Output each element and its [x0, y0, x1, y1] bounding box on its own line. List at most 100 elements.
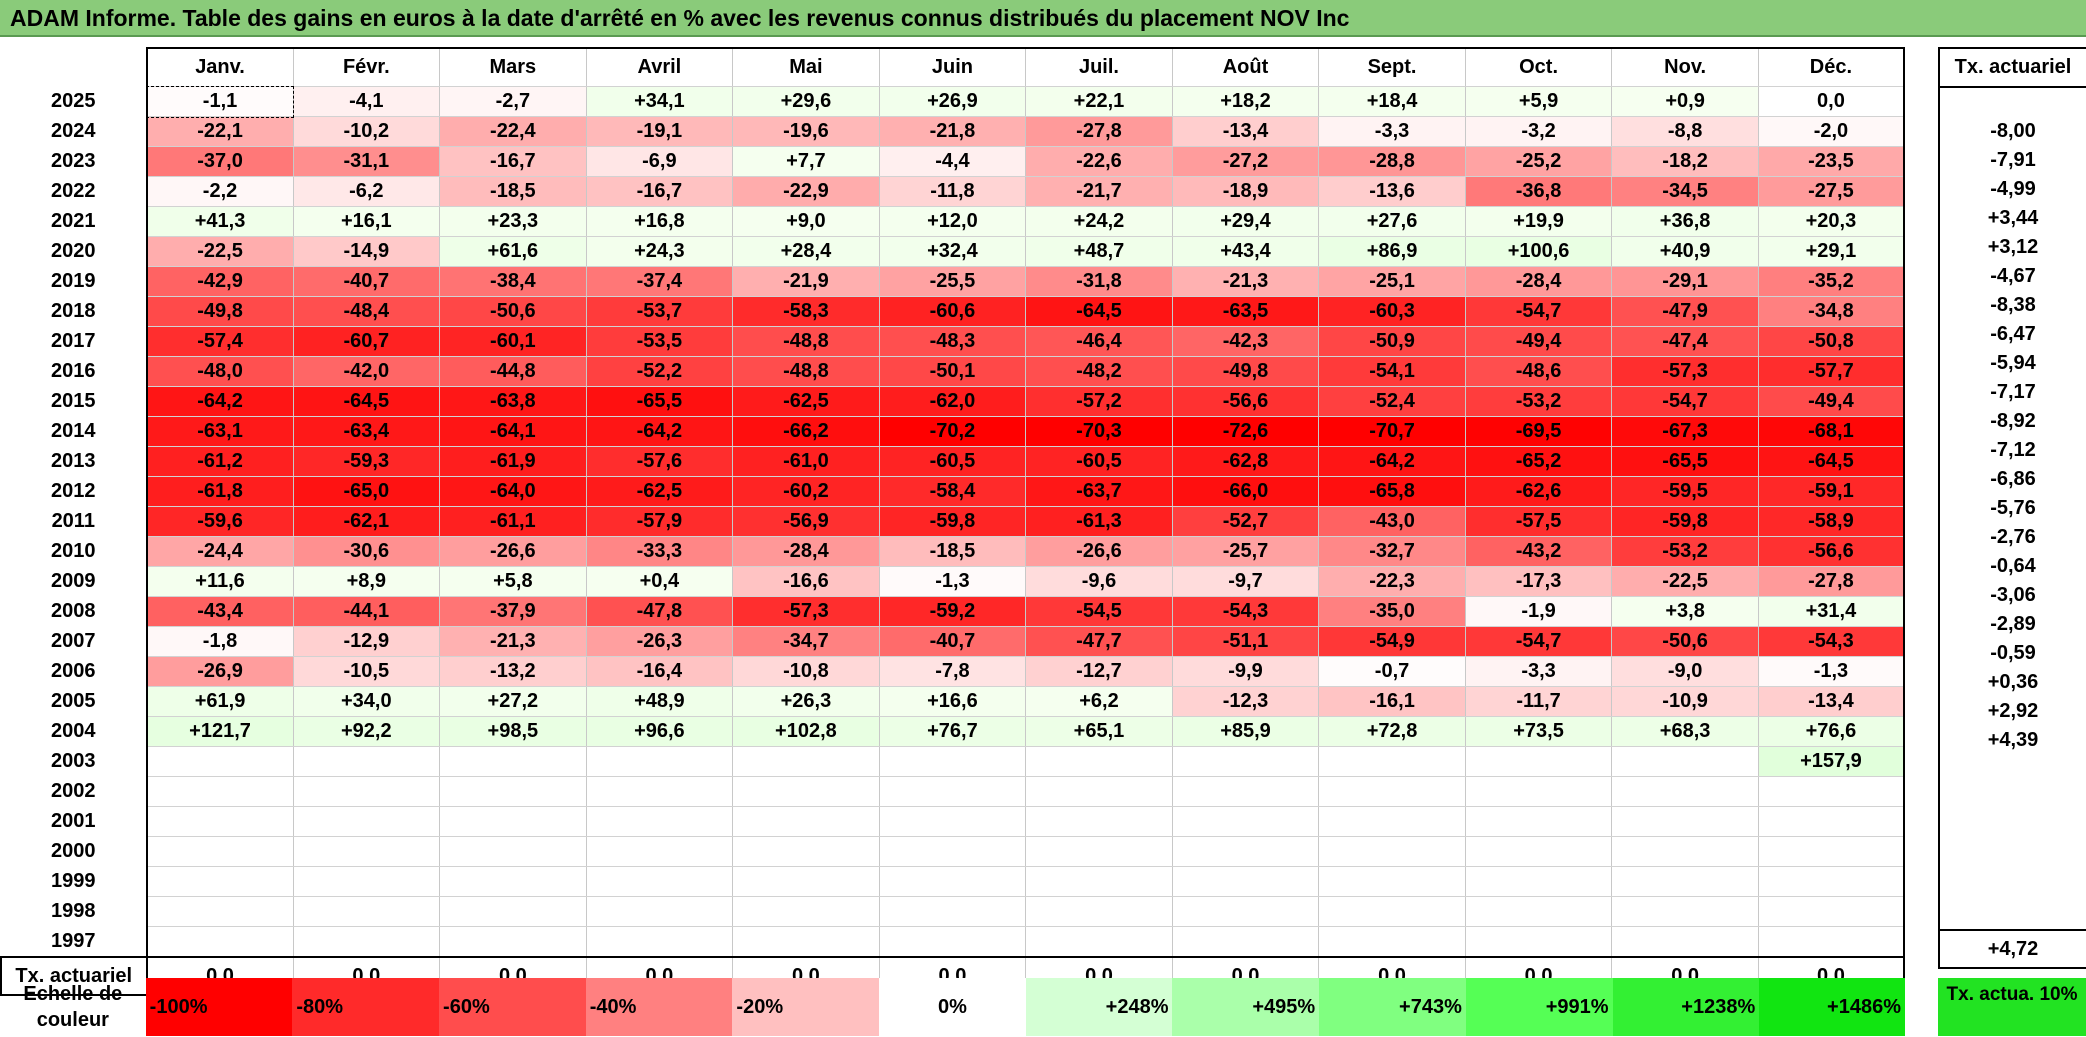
gain-cell [439, 806, 587, 837]
gain-cell: -18,9 [1171, 176, 1320, 207]
gain-cell [1464, 776, 1613, 807]
gain-cell: -54,1 [1318, 356, 1466, 387]
gain-cell: -12,7 [1025, 656, 1173, 687]
gain-cell: +7,7 [732, 146, 880, 177]
gain-cell: -43,0 [1318, 506, 1466, 537]
actuarial-rate-cell [1938, 813, 2086, 842]
scale-swatch: -60% [439, 978, 586, 1036]
gain-cell [1025, 896, 1173, 927]
footer-label: Tx. actuariel [0, 956, 148, 996]
gain-cell: -27,8 [1757, 566, 1905, 597]
gain-cell: -50,9 [1318, 326, 1466, 357]
gain-cell: -44,8 [439, 356, 587, 387]
scale-swatch: +248% [1025, 978, 1173, 1036]
gain-cell: -9,6 [1025, 566, 1173, 597]
gain-cell: -57,9 [585, 506, 734, 537]
gain-cell: +27,6 [1318, 206, 1466, 237]
gain-cell [145, 836, 294, 867]
gain-cell: -27,5 [1757, 176, 1905, 207]
gain-cell: +5,9 [1464, 86, 1613, 117]
actuarial-rate-cell [1938, 87, 2086, 117]
month-header: Nov. [1611, 47, 1759, 87]
gain-cell: -70,3 [1025, 416, 1173, 447]
gain-cell: -26,9 [145, 656, 294, 687]
gain-cell [878, 896, 1027, 927]
table-row: 2002 [1, 776, 1905, 807]
gain-cell: -53,7 [585, 296, 734, 327]
gain-cell: -18,2 [1611, 146, 1759, 177]
actuarial-rate-cell: -0,64 [1938, 552, 2086, 581]
gain-cell: -22,6 [1025, 146, 1173, 177]
actuarial-rate-cell: -8,00 [1938, 117, 2086, 146]
gain-cell: -34,8 [1757, 296, 1905, 327]
gain-cell: -48,8 [732, 356, 880, 387]
year-label: 2006 [51, 660, 96, 682]
table-row: 2007 -1,8 -12,9 -21,3 -26,3 -34,7 -40,7 -47,7 -5… [1, 626, 1905, 657]
gain-cell: -22,5 [145, 236, 294, 267]
gain-cell: -19,1 [585, 116, 734, 147]
gain-cell: -60,2 [732, 476, 880, 507]
gain-cell: -16,7 [585, 176, 734, 207]
table-row: 2000 [1, 836, 1905, 867]
gain-cell: -1,3 [1757, 656, 1905, 687]
table-row: 2003 +157,9 [1, 746, 1905, 777]
month-header: Août [1171, 47, 1320, 87]
gain-cell: -47,7 [1025, 626, 1173, 657]
table-row: 2015 -64,2 -64,5 -63,8 -65,5 -62,5 -62,0 -57,2-… [1, 386, 1905, 417]
actuarial-rate-cell: -4,67 [1938, 262, 2086, 291]
gain-cell: -31,8 [1025, 266, 1173, 297]
gain-cell: -65,0 [292, 476, 441, 507]
gain-cell: -18,5 [439, 176, 587, 207]
gain-cell [732, 866, 880, 897]
table-row: 2016 -48,0 -42,0 -44,8 -52,2 -48,8 -50,1 -48,2-… [1, 356, 1905, 387]
year-label: 2009 [51, 570, 96, 592]
gain-cell [585, 896, 734, 927]
gain-cell: -6,2 [292, 176, 441, 207]
gain-cell: -54,7 [1464, 626, 1613, 657]
gain-cell: -65,8 [1318, 476, 1466, 507]
gain-cell: -59,2 [878, 596, 1027, 627]
gain-cell: +11,6 [145, 566, 294, 597]
gain-cell: +26,3 [732, 686, 880, 717]
gain-cell [1318, 866, 1466, 897]
actuarial-rate-cell: -2,89 [1938, 610, 2086, 639]
gain-cell [1025, 776, 1173, 807]
month-header: Févr. [292, 47, 441, 87]
gain-cell [878, 866, 1027, 897]
gain-cell [1757, 836, 1905, 867]
scale-swatch: +1238% [1612, 978, 1760, 1036]
gain-cell: -1,8 [145, 626, 294, 657]
gain-cell: -64,1 [439, 416, 587, 447]
actuarial-rate-cell: -5,76 [1938, 494, 2086, 523]
gain-cell [1464, 746, 1613, 777]
scale-side-swatch: Tx. actua. 10% [1938, 978, 2086, 1036]
table-row: 2019 -42,9 -40,7 -38,4 -37,4 -21,9 -25,5 -31,8-… [1, 266, 1905, 297]
gain-cell: -62,8 [1171, 446, 1320, 477]
gain-cell: +16,1 [292, 206, 441, 237]
gain-cell: -50,6 [1611, 626, 1759, 657]
gain-cell [1611, 776, 1759, 807]
gain-cell: -23,5 [1757, 146, 1905, 177]
gain-cell: -50,1 [878, 356, 1027, 387]
gain-cell: -10,2 [292, 116, 441, 147]
gain-cell: -57,3 [1611, 356, 1759, 387]
gain-cell: +76,6 [1757, 716, 1905, 747]
gain-cell: -60,7 [292, 326, 441, 357]
table-row: 2022 -2,2 -6,2 -18,5 -16,7 -22,9 -11,8 -21,7 -18… [1, 176, 1905, 207]
table-row: 2013 -61,2 -59,3 -61,9 -57,6 -61,0 -60,5 -60,5-… [1, 446, 1905, 477]
gain-cell: -50,8 [1757, 326, 1905, 357]
gain-cell: -35,0 [1318, 596, 1466, 627]
gain-cell [878, 926, 1027, 958]
gain-cell: +3,8 [1611, 596, 1759, 627]
scale-swatch: -100% [145, 978, 293, 1036]
actuarial-rate-cell: -8,92 [1938, 407, 2086, 436]
gain-cell [585, 836, 734, 867]
actuarial-rate-cell: -7,17 [1938, 378, 2086, 407]
month-header: Mai [732, 47, 880, 87]
year-label: 2003 [51, 750, 96, 772]
gain-cell: -62,6 [1464, 476, 1613, 507]
gain-cell: -61,9 [439, 446, 587, 477]
gain-cell: -16,7 [439, 146, 587, 177]
gain-cell: -27,8 [1025, 116, 1173, 147]
gain-cell: -37,0 [145, 146, 294, 177]
